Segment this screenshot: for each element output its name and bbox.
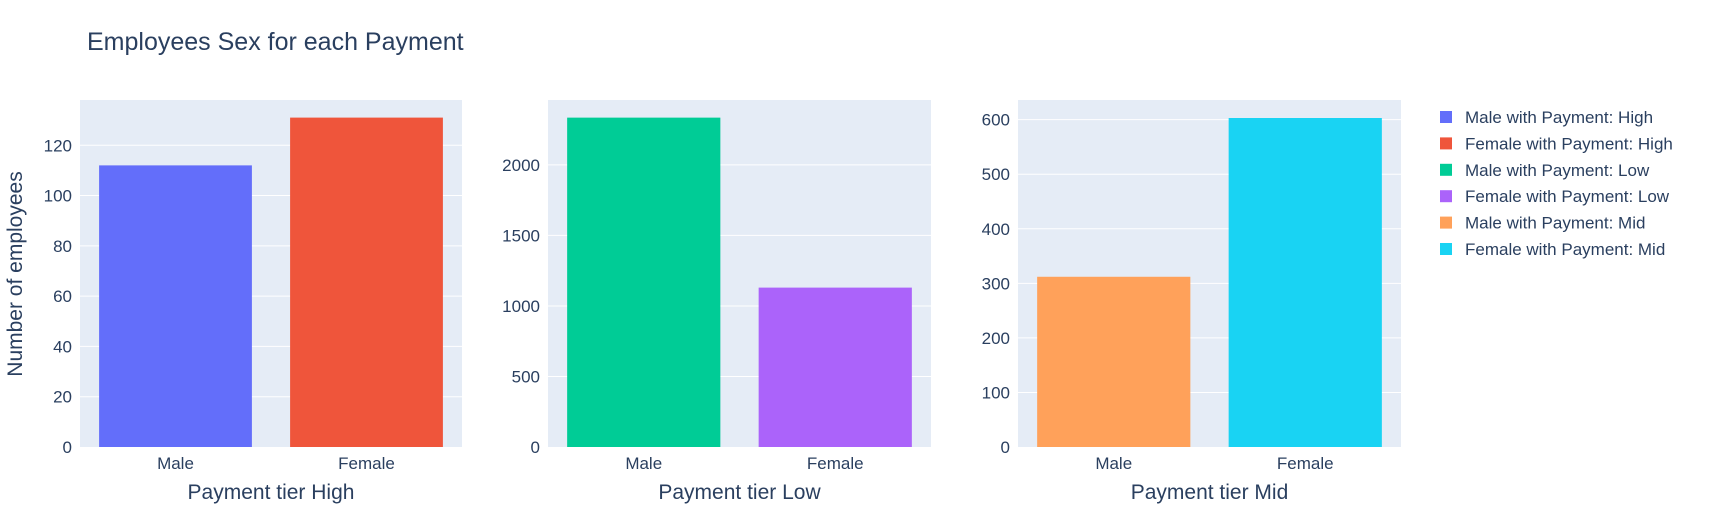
legend-swatch	[1440, 137, 1452, 150]
y-tick-label: 120	[44, 136, 72, 155]
subplot-1: 0 20 40 60 80 100 120 Male Female Payment tier Hi…	[44, 100, 462, 504]
y-tick-label: 2000	[502, 156, 540, 175]
y-tick-label: 500	[982, 165, 1010, 184]
legend-swatch	[1440, 163, 1452, 176]
legend-swatch	[1440, 111, 1452, 123]
y-tick-label: 1500	[502, 226, 540, 245]
y-tick-label: 40	[53, 337, 72, 356]
x-tick-label: Male	[625, 454, 662, 473]
y-tick-label: 500	[512, 367, 540, 386]
legend-label: Male with Payment: Mid	[1465, 214, 1645, 233]
legend-label: Female with Payment: Mid	[1465, 240, 1665, 259]
subplot-2: 0 500 1000 1500 2000 Male Female Payment tier L…	[502, 100, 931, 504]
bar-female[interactable]	[1228, 118, 1382, 448]
y-tick-label: 100	[44, 187, 72, 206]
legend-item[interactable]: Male with Payment: Mid	[1440, 214, 1645, 233]
legend: Male with Payment: High Female with Payme…	[1440, 108, 1673, 259]
legend-label: Male with Payment: Low	[1465, 161, 1650, 180]
legend-swatch	[1440, 243, 1452, 255]
bar-male[interactable]	[99, 165, 252, 447]
y-tick-label: 400	[982, 220, 1010, 239]
legend-swatch	[1440, 216, 1452, 229]
legend-label: Female with Payment: Low	[1465, 187, 1670, 206]
x-tick-label: Male	[1095, 454, 1132, 473]
x-axis-title: Payment tier Low	[658, 481, 821, 504]
y-tick-label: 200	[982, 329, 1010, 348]
legend-item[interactable]: Female with Payment: High	[1440, 134, 1673, 153]
y-tick-label: 20	[53, 388, 72, 407]
x-tick-label: Male	[157, 454, 194, 473]
y-tick-label: 60	[53, 287, 72, 306]
subplot-3: 0 100 200 300 400 500 600 Male Female Payment tie…	[982, 100, 1401, 504]
chart-title: Employees Sex for each Payment	[87, 28, 464, 56]
legend-item[interactable]: Female with Payment: Mid	[1440, 240, 1665, 259]
bar-female[interactable]	[758, 287, 912, 447]
legend-swatch	[1440, 190, 1452, 203]
x-tick-label: Female	[1277, 454, 1334, 473]
y-tick-label: 300	[982, 274, 1010, 293]
bar-female[interactable]	[290, 117, 443, 448]
legend-label: Male with Payment: High	[1465, 108, 1653, 127]
y-tick-label: 80	[53, 237, 72, 256]
y-axis-title: Number of employees	[4, 171, 27, 376]
legend-item[interactable]: Male with Payment: High	[1440, 108, 1653, 127]
y-tick-label: 0	[1001, 438, 1010, 457]
legend-label: Female with Payment: High	[1465, 134, 1673, 153]
y-tick-label: 600	[982, 111, 1010, 130]
x-axis-title: Payment tier Mid	[1131, 481, 1289, 504]
x-tick-label: Female	[807, 454, 864, 473]
legend-item[interactable]: Male with Payment: Low	[1440, 161, 1650, 180]
bar-male[interactable]	[567, 117, 721, 447]
subplots: 0 20 40 60 80 100 120 Male Female Payment tier Hi…	[44, 100, 1401, 504]
y-tick-label: 0	[63, 438, 72, 457]
y-tick-label: 0	[531, 438, 540, 457]
bar-male[interactable]	[1037, 276, 1191, 447]
x-tick-label: Female	[338, 454, 395, 473]
y-tick-label: 100	[982, 383, 1010, 402]
y-tick-label: 1000	[502, 297, 540, 316]
legend-item[interactable]: Female with Payment: Low	[1440, 187, 1670, 206]
x-axis-title: Payment tier High	[188, 481, 355, 504]
